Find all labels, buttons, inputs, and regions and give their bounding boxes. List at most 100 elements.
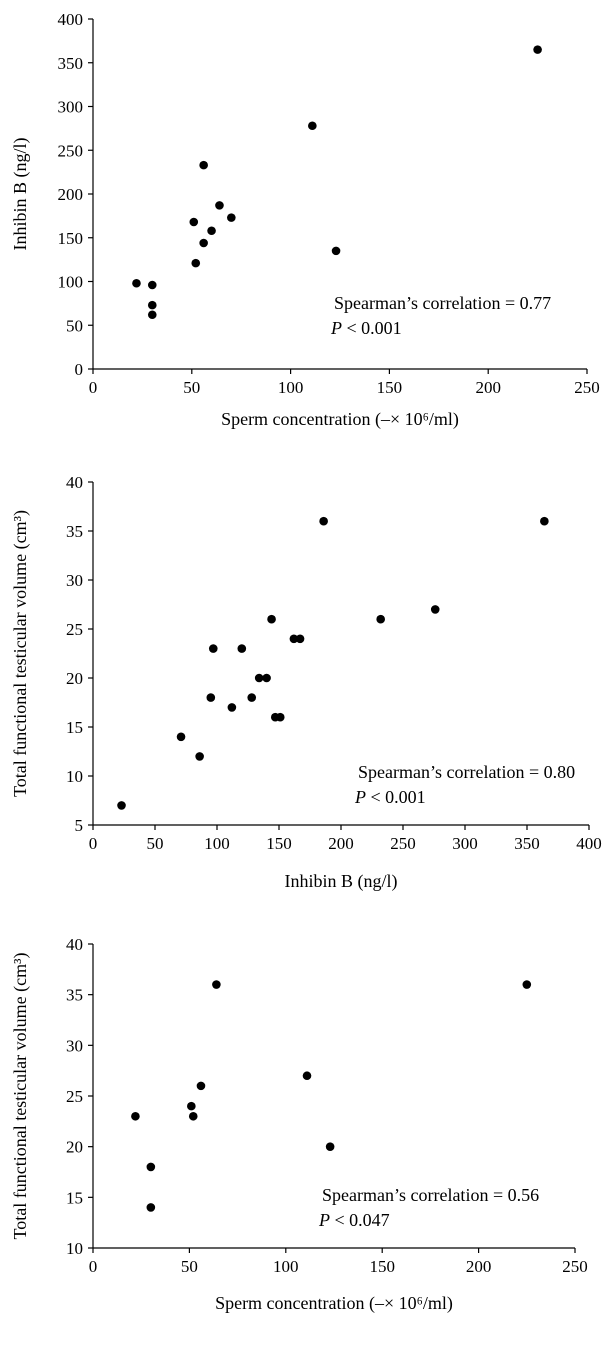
data-point bbox=[207, 226, 216, 236]
data-point bbox=[275, 712, 285, 722]
x-tick-label: 100 bbox=[204, 834, 230, 853]
y-tick-label: 200 bbox=[58, 185, 84, 204]
x-tick-label: 150 bbox=[369, 1257, 395, 1276]
x-tick-label: 250 bbox=[574, 378, 600, 397]
y-tick-label: 40 bbox=[66, 935, 83, 954]
data-point bbox=[206, 693, 216, 702]
x-tick-label: 350 bbox=[514, 834, 540, 853]
data-point bbox=[187, 1101, 196, 1111]
correlation-annotation: Spearman’s correlation = 0.77 bbox=[334, 293, 551, 313]
data-point bbox=[208, 644, 218, 653]
x-tick-label: 0 bbox=[89, 1257, 98, 1276]
data-point bbox=[540, 516, 549, 526]
data-point bbox=[376, 614, 385, 624]
data-point bbox=[308, 121, 317, 131]
x-axis-label: Inhibin B (ng/l) bbox=[285, 871, 398, 892]
y-tick-label: 20 bbox=[66, 1138, 83, 1157]
data-point bbox=[522, 980, 532, 989]
data-point bbox=[117, 801, 126, 810]
x-tick-label: 150 bbox=[377, 378, 403, 397]
y-tick-label: 300 bbox=[58, 98, 84, 117]
y-axis-label: Total functional testicular volume (cm³) bbox=[10, 952, 31, 1239]
y-tick-label: 50 bbox=[66, 316, 83, 335]
y-tick-label: 30 bbox=[66, 1036, 83, 1055]
data-point bbox=[302, 1071, 312, 1081]
y-tick-label: 35 bbox=[66, 522, 83, 541]
x-tick-label: 150 bbox=[266, 834, 292, 853]
y-tick-label: 400 bbox=[58, 10, 84, 29]
y-tick-label: 100 bbox=[58, 273, 84, 292]
y-tick-label: 10 bbox=[66, 1239, 83, 1258]
y-tick-label: 0 bbox=[75, 360, 84, 379]
data-point bbox=[267, 614, 276, 624]
x-tick-label: 50 bbox=[147, 834, 164, 853]
x-tick-label: 100 bbox=[278, 378, 304, 397]
y-tick-label: 35 bbox=[66, 986, 83, 1005]
data-point bbox=[199, 160, 208, 170]
x-axis-label: Sperm concentration (–× 10⁶/ml) bbox=[215, 1293, 453, 1314]
x-tick-label: 400 bbox=[576, 834, 602, 853]
data-point bbox=[188, 1111, 198, 1121]
y-tick-label: 25 bbox=[66, 620, 83, 639]
x-tick-label: 200 bbox=[475, 378, 501, 397]
data-point bbox=[227, 213, 236, 222]
p-value-annotation: P < 0.001 bbox=[330, 318, 402, 338]
data-point bbox=[533, 45, 542, 54]
y-tick-label: 250 bbox=[58, 141, 84, 160]
data-point bbox=[146, 1162, 156, 1172]
y-tick-label: 5 bbox=[75, 816, 84, 835]
data-point bbox=[196, 1081, 206, 1091]
data-point bbox=[295, 634, 305, 644]
data-point bbox=[147, 310, 157, 320]
data-point bbox=[262, 673, 271, 683]
x-tick-label: 100 bbox=[273, 1257, 299, 1276]
scatter-plot-1: 0 50 100 150 200 250 300 350 400 0 50 100 150 200 250 S… bbox=[10, 10, 600, 430]
data-point bbox=[132, 278, 141, 288]
x-tick-label: 0 bbox=[89, 378, 98, 397]
data-point bbox=[131, 1111, 140, 1121]
y-tick-label: 15 bbox=[66, 1188, 83, 1207]
p-value-annotation: P < 0.001 bbox=[354, 787, 426, 807]
x-tick-label: 200 bbox=[466, 1257, 492, 1276]
correlation-annotation: Spearman’s correlation = 0.56 bbox=[322, 1185, 539, 1205]
data-point bbox=[191, 258, 201, 268]
data-point bbox=[199, 238, 208, 248]
y-tick-label: 350 bbox=[58, 54, 84, 73]
y-tick-label: 20 bbox=[66, 669, 83, 688]
data-point bbox=[189, 217, 199, 227]
x-tick-label: 0 bbox=[89, 834, 98, 853]
x-tick-label: 300 bbox=[452, 834, 478, 853]
y-tick-label: 10 bbox=[66, 767, 83, 786]
data-point bbox=[289, 634, 299, 644]
data-point bbox=[146, 1203, 156, 1212]
x-tick-label: 250 bbox=[562, 1257, 588, 1276]
data-point bbox=[215, 201, 224, 210]
data-point bbox=[331, 246, 341, 256]
x-tick-label: 200 bbox=[328, 834, 354, 853]
y-tick-label: 150 bbox=[58, 229, 84, 248]
data-point bbox=[212, 980, 221, 989]
y-axis-label: Total functional testicular volume (cm³) bbox=[10, 510, 31, 797]
data-point bbox=[147, 300, 157, 310]
y-tick-label: 15 bbox=[66, 718, 83, 737]
x-tick-label: 250 bbox=[390, 834, 416, 853]
data-point bbox=[195, 752, 204, 761]
data-point bbox=[325, 1142, 335, 1151]
p-value-annotation: P < 0.047 bbox=[318, 1210, 390, 1230]
data-point bbox=[247, 693, 257, 702]
y-axis-label: Inhibin B (ng/l) bbox=[10, 138, 31, 251]
correlation-annotation: Spearman’s correlation = 0.80 bbox=[358, 762, 575, 782]
data-point bbox=[430, 605, 440, 614]
data-point bbox=[254, 673, 264, 683]
y-tick-label: 25 bbox=[66, 1087, 83, 1106]
data-point bbox=[237, 644, 247, 653]
x-tick-label: 50 bbox=[181, 1257, 198, 1276]
data-point bbox=[147, 280, 157, 290]
data-point bbox=[227, 703, 237, 712]
scatter-plot-3: 10 15 20 25 30 35 40 0 50 100 150 200 250 Sperm conce… bbox=[10, 935, 588, 1314]
y-tick-label: 30 bbox=[66, 571, 83, 590]
x-tick-label: 50 bbox=[183, 378, 200, 397]
data-point bbox=[176, 732, 186, 742]
